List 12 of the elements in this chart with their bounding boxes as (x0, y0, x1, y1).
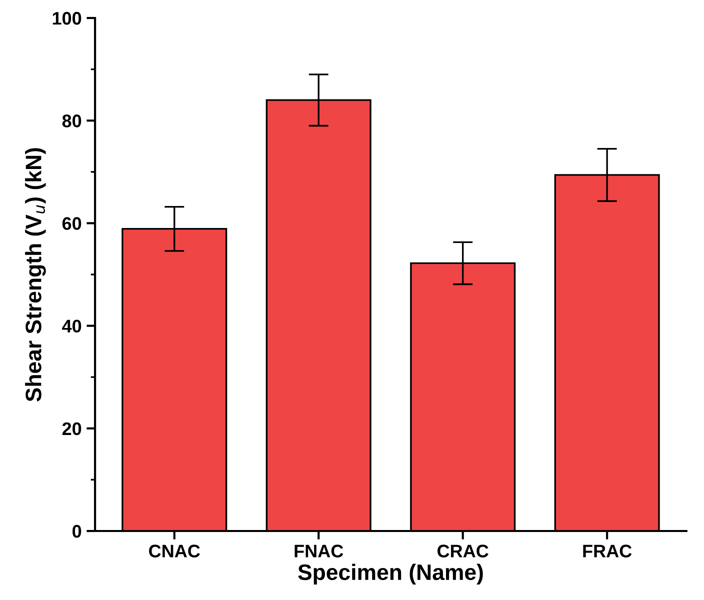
x-tick-label: FRAC (583, 544, 632, 558)
y-tick-label: 100 (52, 12, 82, 25)
y-tick-label: 20 (62, 422, 82, 436)
y-tick-label: 60 (62, 217, 82, 230)
y-tick-label: 0 (72, 524, 82, 538)
y-tick-label: 80 (62, 114, 82, 128)
x-tick-label: CRAC (438, 544, 488, 558)
x-tick-label: CNAC (149, 544, 200, 558)
x-tick-label: FNAC (294, 544, 344, 558)
x-axis-title: Specimen (Name) (298, 564, 483, 585)
y-axis-title: Shear Strength (V$_{u}$) (kN) (25, 148, 46, 402)
y-tick-label: 40 (62, 320, 82, 333)
